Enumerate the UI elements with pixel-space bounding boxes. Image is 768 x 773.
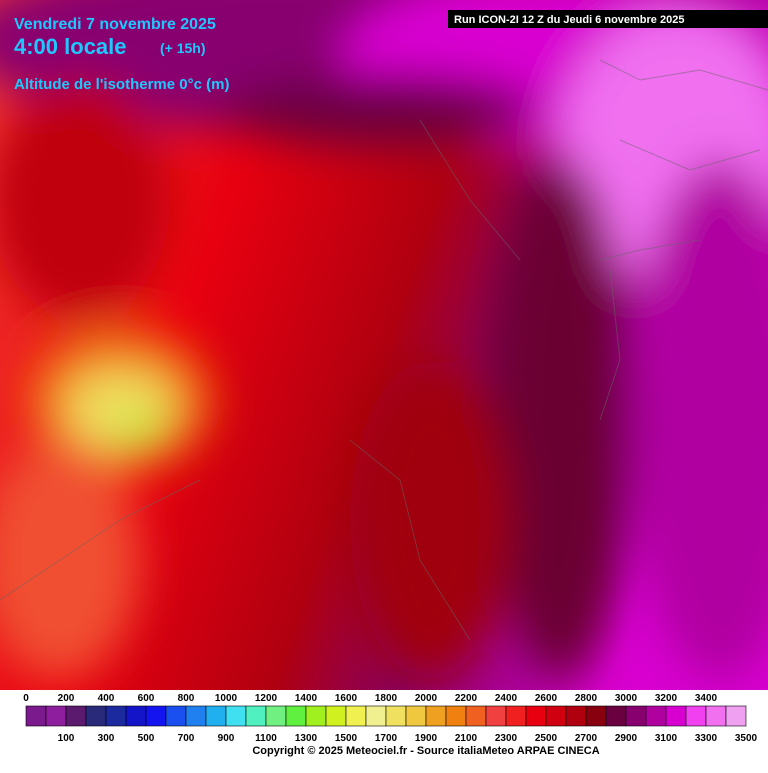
legend-label: 800	[178, 693, 195, 704]
lead-time: (+ 15h)	[160, 40, 206, 56]
legend-label: 3400	[695, 693, 718, 704]
legend-label: 1800	[375, 693, 398, 704]
legend-label: 900	[218, 733, 235, 744]
legend-swatch	[105, 705, 127, 727]
forecast-date: Vendredi 7 novembre 2025	[14, 16, 216, 33]
legend-swatch	[165, 705, 187, 727]
legend-swatch	[225, 705, 247, 727]
legend-swatch	[645, 705, 667, 727]
legend-swatch	[265, 705, 287, 727]
legend-swatch	[625, 705, 647, 727]
legend-label: 2300	[495, 733, 518, 744]
legend-swatch	[245, 705, 267, 727]
legend-swatch	[545, 705, 567, 727]
legend-label: 1200	[255, 693, 278, 704]
legend-swatch	[685, 705, 707, 727]
legend-label: 700	[178, 733, 195, 744]
legend-label: 2100	[455, 733, 478, 744]
legend: 0 100 200 300 400 500 600 700 800 900 1000 1100 1200…	[23, 693, 757, 744]
legend-swatch	[465, 705, 487, 727]
legend-label: 1100	[255, 733, 277, 744]
legend-swatch	[45, 705, 67, 727]
legend-label: 1700	[375, 733, 398, 744]
legend-label: 2800	[575, 693, 598, 704]
legend-label: 3300	[695, 733, 718, 744]
legend-swatch	[525, 705, 547, 727]
legend-label: 2900	[615, 733, 638, 744]
legend-swatch	[505, 705, 527, 727]
legend-swatch	[65, 705, 87, 727]
legend-panel	[0, 690, 768, 768]
legend-label: 1600	[335, 693, 358, 704]
legend-label: 2700	[575, 733, 598, 744]
forecast-time: 4:00 locale	[14, 34, 127, 59]
legend-swatch	[605, 705, 627, 727]
legend-swatch	[285, 705, 307, 727]
legend-label: 1300	[295, 733, 318, 744]
legend-swatch	[365, 705, 387, 727]
legend-label: 2200	[455, 693, 478, 704]
legend-label: 2600	[535, 693, 558, 704]
legend-label: 2000	[415, 693, 438, 704]
parameter-name: Altitude de l'isotherme 0°c (m)	[14, 76, 229, 93]
legend-label: 200	[58, 693, 75, 704]
legend-label: 3100	[655, 733, 678, 744]
legend-swatch	[305, 705, 327, 727]
legend-label: 300	[98, 733, 115, 744]
legend-swatch	[405, 705, 427, 727]
legend-label: 3200	[655, 693, 678, 704]
legend-swatch	[185, 705, 207, 727]
legend-swatch	[205, 705, 227, 727]
legend-swatch	[25, 705, 47, 727]
legend-swatch	[425, 705, 447, 727]
map-field	[0, 0, 768, 690]
legend-label: 1000	[215, 693, 238, 704]
legend-swatch	[345, 705, 367, 727]
legend-label: 500	[138, 733, 155, 744]
legend-swatch	[665, 705, 687, 727]
legend-swatch	[565, 705, 587, 727]
legend-label: 600	[138, 693, 155, 704]
legend-label: 1400	[295, 693, 318, 704]
legend-label: 3500	[735, 733, 758, 744]
legend-label: 400	[98, 693, 115, 704]
legend-label: 2500	[535, 733, 558, 744]
legend-label: 2400	[495, 693, 518, 704]
copyright: Copyright © 2025 Meteociel.fr - Source i…	[252, 745, 599, 757]
legend-swatch	[145, 705, 167, 727]
legend-swatch	[85, 705, 107, 727]
legend-label: 3000	[615, 693, 638, 704]
legend-swatch	[485, 705, 507, 727]
legend-swatch	[125, 705, 147, 727]
legend-swatch	[445, 705, 467, 727]
legend-label: 1900	[415, 733, 438, 744]
legend-swatch	[585, 705, 607, 727]
legend-label: 0	[23, 693, 29, 704]
run-banner	[448, 10, 768, 28]
run-info: Run ICON-2I 12 Z du Jeudi 6 novembre 202…	[454, 14, 684, 26]
legend-label: 1500	[335, 733, 358, 744]
legend-swatch	[705, 705, 727, 727]
legend-swatch	[325, 705, 347, 727]
legend-swatch	[385, 705, 407, 727]
legend-swatch	[725, 705, 747, 727]
legend-label: 100	[58, 733, 75, 744]
